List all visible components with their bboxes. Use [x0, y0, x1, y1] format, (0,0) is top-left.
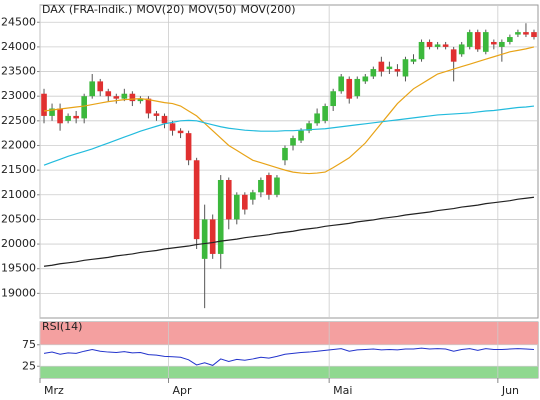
- y-tick-label: 23000: [1, 89, 36, 102]
- candle-body: [531, 32, 537, 38]
- candle-body: [507, 37, 513, 42]
- candle-body: [474, 32, 481, 50]
- candle-body: [169, 123, 176, 131]
- candle-body: [65, 115, 71, 121]
- candle-body: [442, 44, 449, 47]
- candle-body: [434, 44, 441, 47]
- candle-body: [330, 91, 336, 107]
- candle-body: [209, 219, 216, 254]
- candle-body: [217, 179, 224, 254]
- candle-body: [225, 179, 232, 220]
- candle-body: [450, 49, 457, 62]
- candle-body: [242, 194, 248, 210]
- candle-body: [73, 115, 79, 119]
- candle-body: [81, 96, 87, 119]
- candle-body: [378, 61, 385, 72]
- candle-body: [113, 96, 120, 99]
- candle-body: [314, 113, 320, 124]
- candle-body: [89, 81, 96, 97]
- candle-body: [370, 69, 377, 77]
- y-tick-label: 21000: [1, 188, 36, 201]
- y-tick-label: 23500: [1, 65, 36, 78]
- candle-body: [145, 98, 152, 114]
- candle-body: [105, 91, 112, 97]
- candle-body: [298, 130, 304, 141]
- overbought-band: [40, 322, 538, 345]
- legend-entry: DAX (FRA-Indik.): [42, 3, 132, 16]
- candle-body: [410, 59, 417, 62]
- x-tick-label: Jun: [501, 384, 519, 397]
- candle-body: [322, 106, 328, 121]
- candle-body: [121, 93, 128, 99]
- moving-average-line: [43, 105, 535, 166]
- y-tick-label: 24000: [1, 40, 36, 53]
- candle-body: [258, 179, 264, 193]
- y-tick-label: 19500: [1, 262, 36, 275]
- candle-body: [354, 78, 361, 97]
- candle-body: [193, 160, 200, 240]
- y-tick-label: 22500: [1, 114, 36, 127]
- y-tick-label: 21500: [1, 163, 36, 176]
- candle-body: [523, 32, 529, 35]
- oversold-band: [40, 366, 538, 378]
- y-tick-label: 22000: [1, 138, 36, 151]
- y-tick-label: 24500: [1, 15, 36, 28]
- candle-body: [49, 108, 55, 116]
- candle-body: [482, 32, 489, 52]
- x-tick-label: Mai: [333, 384, 352, 397]
- candle-body: [57, 108, 63, 124]
- y-tick-label: 75: [22, 338, 36, 351]
- candle-body: [402, 59, 409, 77]
- candle-body: [177, 130, 184, 134]
- moving-average-line: [43, 196, 535, 267]
- legend-entry: MOV(200): [240, 3, 295, 16]
- y-tick-label: 20000: [1, 237, 36, 250]
- moving-average-line: [43, 46, 535, 175]
- candle-body: [201, 219, 208, 259]
- x-tick-label: Mrz: [44, 384, 64, 397]
- candle-body: [41, 93, 47, 116]
- candle-body: [386, 66, 393, 70]
- candle-body: [458, 44, 465, 55]
- candle-body: [306, 123, 312, 131]
- candle-body: [266, 175, 272, 195]
- panel-label: RSI(14): [42, 320, 82, 333]
- candle-body: [97, 81, 104, 92]
- candle-body: [137, 98, 144, 102]
- candle-body: [250, 192, 256, 200]
- candle-body: [153, 113, 160, 116]
- x-tick-label: Apr: [173, 384, 193, 397]
- candle-body: [426, 41, 433, 47]
- candle-body: [185, 133, 192, 161]
- candle-body: [233, 194, 240, 220]
- y-tick-label: 20500: [1, 212, 36, 225]
- y-tick-label: 25: [22, 359, 36, 372]
- candle-body: [362, 76, 369, 82]
- candle-body: [418, 41, 425, 60]
- candle-body: [338, 76, 345, 92]
- candle-body: [129, 93, 136, 102]
- candle-body: [161, 115, 168, 124]
- legend-entry: MOV(50): [188, 3, 236, 16]
- indicator-line: [43, 347, 535, 366]
- candle-body: [290, 138, 296, 146]
- candle-body: [499, 41, 505, 47]
- candle-body: [466, 32, 473, 47]
- candle-body: [515, 32, 521, 35]
- candle-body: [394, 69, 401, 72]
- y-tick-label: 19000: [1, 286, 36, 299]
- candle-body: [274, 177, 280, 195]
- candle-body: [346, 78, 353, 99]
- legend-entry: MOV(20): [136, 3, 184, 16]
- candle-body: [282, 147, 288, 161]
- candle-body: [491, 41, 497, 45]
